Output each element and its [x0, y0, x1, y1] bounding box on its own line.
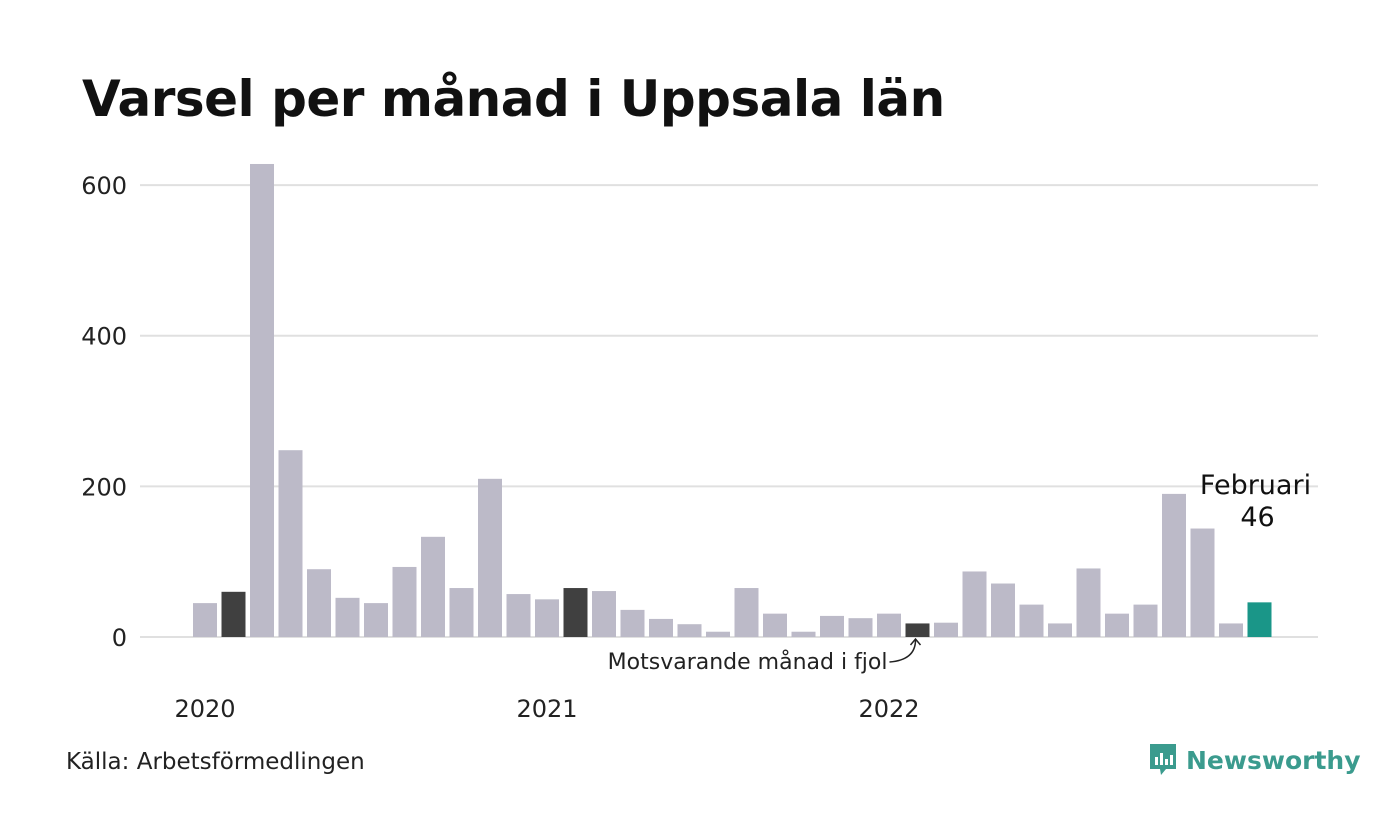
bar	[848, 618, 873, 637]
x-year-label: 2022	[858, 695, 919, 723]
bar	[706, 631, 730, 637]
y-tick-label: 0	[112, 624, 127, 652]
y-axis: 0 200 400 600	[81, 172, 127, 652]
bar	[278, 450, 303, 637]
bar	[877, 613, 901, 637]
bar	[506, 594, 531, 637]
bar	[962, 571, 987, 637]
comparison-arrow-icon	[889, 637, 922, 663]
bar-highlight	[1247, 602, 1272, 637]
bar	[649, 618, 673, 637]
bar	[392, 566, 417, 637]
bar	[620, 609, 645, 637]
bar	[1219, 623, 1243, 637]
bar	[934, 622, 958, 637]
source-note: Källa: Arbetsförmedlingen	[66, 749, 365, 775]
bar-comparison	[221, 591, 246, 637]
bar-comparison	[905, 623, 930, 637]
newsworthy-logo-icon	[1150, 744, 1176, 775]
bar	[535, 599, 559, 637]
bar	[1133, 604, 1158, 637]
bar	[791, 631, 816, 637]
comparison-annotation: Motsvarande månad i fjol	[608, 649, 888, 675]
bar	[307, 569, 331, 637]
bar	[592, 591, 616, 637]
x-year-label: 2021	[516, 695, 577, 723]
y-tick-label: 400	[81, 323, 127, 351]
bar	[1048, 623, 1072, 637]
y-tick-label: 600	[81, 172, 127, 200]
bar	[820, 615, 844, 637]
bar	[421, 536, 445, 637]
bar	[763, 613, 787, 637]
annotations: Motsvarande månad i fjol Februari 46	[608, 470, 1311, 675]
x-year-label: 2020	[174, 695, 235, 723]
bar	[734, 588, 759, 637]
bar	[1019, 604, 1044, 637]
highlight-value-label: 46	[1240, 502, 1274, 533]
brand-name: Newsworthy	[1186, 745, 1361, 775]
bar	[250, 163, 274, 638]
highlight-month-label: Februari	[1200, 470, 1311, 501]
bar	[335, 597, 360, 637]
bar	[1190, 528, 1215, 637]
bar	[1105, 613, 1129, 637]
bar	[1076, 568, 1101, 637]
bar-comparison	[563, 588, 588, 637]
chart-title: Varsel per månad i Uppsala län	[82, 70, 945, 128]
bar	[1162, 493, 1186, 637]
bar	[991, 583, 1015, 637]
y-tick-label: 200	[81, 473, 127, 501]
bar	[193, 603, 217, 637]
bars	[193, 163, 1272, 638]
x-axis: 2020 2021 2022	[174, 695, 919, 723]
brand-logo: Newsworthy	[1148, 742, 1361, 778]
bar	[677, 624, 702, 637]
bar	[449, 588, 474, 637]
bar	[478, 478, 502, 637]
bar	[364, 603, 388, 637]
